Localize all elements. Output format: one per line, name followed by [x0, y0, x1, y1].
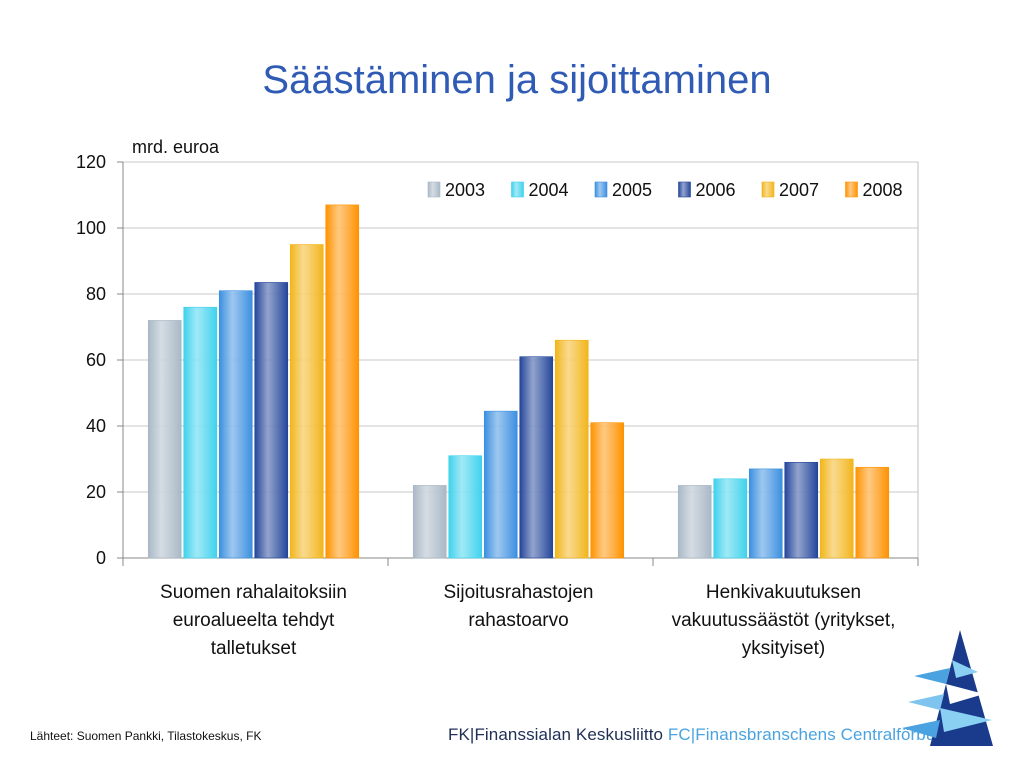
bar-2006-cat2: [519, 356, 554, 559]
organization-name: FK|Finanssialan Keskusliitto FC|Finansbr…: [448, 725, 955, 745]
bar-2003-cat3: [677, 485, 712, 559]
bar-2008-cat1: [325, 204, 360, 559]
slide-title: Säästäminen ja sijoittaminen: [262, 58, 772, 102]
org-name-fi: FK|Finanssialan Keskusliitto: [448, 725, 664, 744]
x-category-label: rahastoarvo: [468, 610, 568, 631]
x-category-label: vakuutussäästöt (yritykset,: [672, 610, 896, 631]
legend-swatch-2004: [511, 181, 524, 198]
y-tick-label: 40: [86, 416, 106, 436]
legend-label-2005: 2005: [612, 180, 652, 200]
legend-label-2004: 2004: [529, 180, 569, 200]
x-category-label: talletukset: [211, 638, 297, 659]
bars: [122, 204, 919, 566]
bar-2004-cat1: [183, 306, 218, 559]
legend-label-2003: 2003: [445, 180, 485, 200]
y-tick-label: 100: [76, 218, 106, 238]
org-name-sv: FC|Finansbranschens Centralförbund: [667, 725, 955, 744]
bar-2005-cat2: [483, 410, 518, 559]
bar-2005-cat3: [748, 468, 783, 559]
legend-swatch-2005: [594, 181, 608, 198]
y-tick-label: 80: [86, 284, 106, 304]
y-tick-label: 120: [76, 152, 106, 172]
x-category-label: Suomen rahalaitoksiin: [160, 582, 347, 603]
fk-logo: [902, 630, 993, 746]
legend-swatch-2007: [761, 181, 775, 198]
bar-2006-cat3: [784, 461, 819, 559]
x-axis: Suomen rahalaitoksiin euroalueelta tehdyt…: [160, 582, 895, 659]
y-tick-label: 0: [96, 548, 106, 568]
bar-2007-cat1: [289, 244, 324, 559]
bar-2006-cat1: [254, 282, 289, 559]
bar-2007-cat3: [819, 458, 854, 559]
legend: 2003 2004 2005 2006 2007 2008: [427, 180, 903, 200]
y-tick-label: 60: [86, 350, 106, 370]
bar-2003-cat1: [147, 320, 182, 559]
legend-swatch-2008: [845, 181, 858, 198]
y-unit-label: mrd. euroa: [132, 137, 220, 157]
legend-label-2006: 2006: [696, 180, 736, 200]
x-category-label: yksityiset): [742, 638, 825, 659]
source-note: Lähteet: Suomen Pankki, Tilastokeskus, F…: [30, 729, 262, 743]
y-tick-label: 20: [86, 482, 106, 502]
bar-2008-cat2: [590, 422, 625, 559]
x-category-label: euroalueelta tehdyt: [173, 610, 335, 631]
legend-swatch-2006: [678, 181, 691, 198]
bar-2004-cat3: [713, 478, 748, 559]
bar-2003-cat2: [412, 485, 447, 559]
bar-2008-cat3: [855, 466, 890, 559]
bar-chart: 0 20 40 60 80 100 120 Suomen rahalaitoksiin eur…: [76, 137, 919, 659]
bar-2004-cat2: [448, 455, 483, 559]
legend-label-2007: 2007: [779, 180, 819, 200]
bar-2007-cat2: [554, 339, 589, 559]
legend-label-2008: 2008: [863, 180, 903, 200]
x-category-label: Sijoitusrahastojen: [444, 582, 594, 603]
bar-2005-cat1: [218, 290, 253, 559]
x-category-label: Henkivakuutuksen: [706, 582, 861, 603]
legend-swatch-2003: [427, 181, 441, 198]
